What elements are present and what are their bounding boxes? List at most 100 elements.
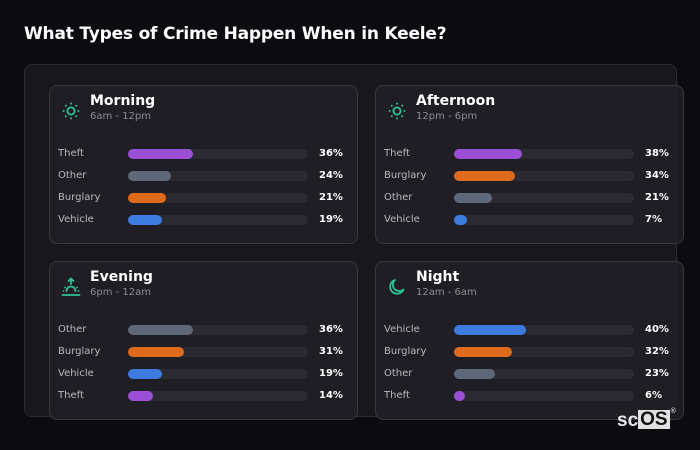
bar-fill [454,171,515,181]
bar-track [454,325,634,335]
percent-value: 19% [319,368,343,379]
percent-value: 38% [645,148,669,159]
bar-row: Burglary 31% [58,344,348,366]
bar-fill [454,149,522,159]
bar-row: Theft 36% [58,146,348,168]
category-label: Burglary [58,346,101,357]
bar-fill [454,193,492,203]
category-label: Other [58,170,87,181]
percent-value: 21% [645,192,669,203]
bar-track [454,193,634,203]
category-label: Vehicle [58,368,94,379]
card-night: Night 12am - 6am Vehicle 40% Burglary 32% Othe… [375,261,684,420]
card-afternoon: Afternoon 12pm - 6pm Theft 38% Burglary 34% Ot… [375,85,684,244]
logo-os: OS [638,409,670,430]
bar-fill [128,149,193,159]
bar-row: Other 24% [58,168,348,190]
category-label: Burglary [384,170,427,181]
category-label: Vehicle [58,214,94,225]
percent-value: 23% [645,368,669,379]
percent-value: 14% [319,390,343,401]
card-header: Night 12am - 6am [387,269,477,299]
bar-fill [128,193,166,203]
card-header: Afternoon 12pm - 6pm [387,93,495,123]
moon-icon [387,277,407,297]
bar-fill [128,369,162,379]
card-morning: Morning 6am - 12pm Theft 36% Other 24% Burglar… [49,85,358,244]
bar-list: Other 36% Burglary 31% Vehicle 19% Theft 14% [58,322,348,410]
bar-row: Vehicle 19% [58,212,348,234]
category-label: Other [58,324,87,335]
bar-fill [454,391,465,401]
bar-fill [128,325,193,335]
bar-row: Other 21% [384,190,674,212]
percent-value: 21% [319,192,343,203]
card-time-range: 6pm - 12am [90,287,152,298]
bar-list: Theft 36% Other 24% Burglary 21% Vehicle 19% [58,146,348,234]
card-evening: Evening 6pm - 12am Other 36% Burglary 31% Vehi… [49,261,358,420]
bar-row: Theft 38% [384,146,674,168]
registered-mark: ® [670,408,676,415]
bar-fill [454,347,512,357]
card-title: Morning [90,93,156,109]
bar-track [454,369,634,379]
bar-fill [454,369,495,379]
bar-track [454,171,634,181]
bar-row: Vehicle 19% [58,366,348,388]
bar-row: Vehicle 7% [384,212,674,234]
sunset-icon [61,277,81,297]
category-label: Vehicle [384,324,420,335]
category-label: Other [384,368,413,379]
bar-row: Burglary 32% [384,344,674,366]
card-header: Morning 6am - 12pm [61,93,155,123]
card-title: Night [416,269,460,285]
category-label: Theft [58,148,84,159]
percent-value: 40% [645,324,669,335]
percent-value: 31% [319,346,343,357]
category-label: Theft [384,148,410,159]
logo-sc: sc [617,410,639,431]
bar-track [128,215,308,225]
bar-row: Burglary 21% [58,190,348,212]
bar-track [128,193,308,203]
card-header: Evening 6pm - 12am [61,269,153,299]
category-label: Theft [58,390,84,401]
sun-icon [387,101,407,121]
bar-track [128,325,308,335]
card-title: Evening [90,269,153,285]
bar-fill [128,347,184,357]
bar-track [128,347,308,357]
category-label: Burglary [58,192,101,203]
bar-row: Vehicle 40% [384,322,674,344]
bar-row: Burglary 34% [384,168,674,190]
category-label: Theft [384,390,410,401]
card-time-range: 12pm - 6pm [416,111,478,122]
card-title: Afternoon [416,93,496,109]
bar-track [128,171,308,181]
bar-row: Theft 6% [384,388,674,410]
bar-row: Other 23% [384,366,674,388]
card-time-range: 12am - 6am [416,287,477,298]
bar-list: Vehicle 40% Burglary 32% Other 23% Theft 6% [384,322,674,410]
bar-track [454,149,634,159]
bar-row: Theft 14% [58,388,348,410]
bar-track [128,149,308,159]
bar-track [454,215,634,225]
bar-list: Theft 38% Burglary 34% Other 21% Vehicle 7% [384,146,674,234]
bar-fill [128,171,171,181]
percent-value: 32% [645,346,669,357]
percent-value: 6% [645,390,662,401]
bar-track [128,369,308,379]
bar-fill [128,215,162,225]
bar-track [454,347,634,357]
percent-value: 19% [319,214,343,225]
bar-track [454,391,634,401]
category-label: Vehicle [384,214,420,225]
percent-value: 7% [645,214,662,225]
category-label: Burglary [384,346,427,357]
sun-icon [61,101,81,121]
card-time-range: 6am - 12pm [90,111,152,122]
bar-fill [128,391,153,401]
category-label: Other [384,192,413,203]
scos-logo: sc OS ® [617,408,676,432]
